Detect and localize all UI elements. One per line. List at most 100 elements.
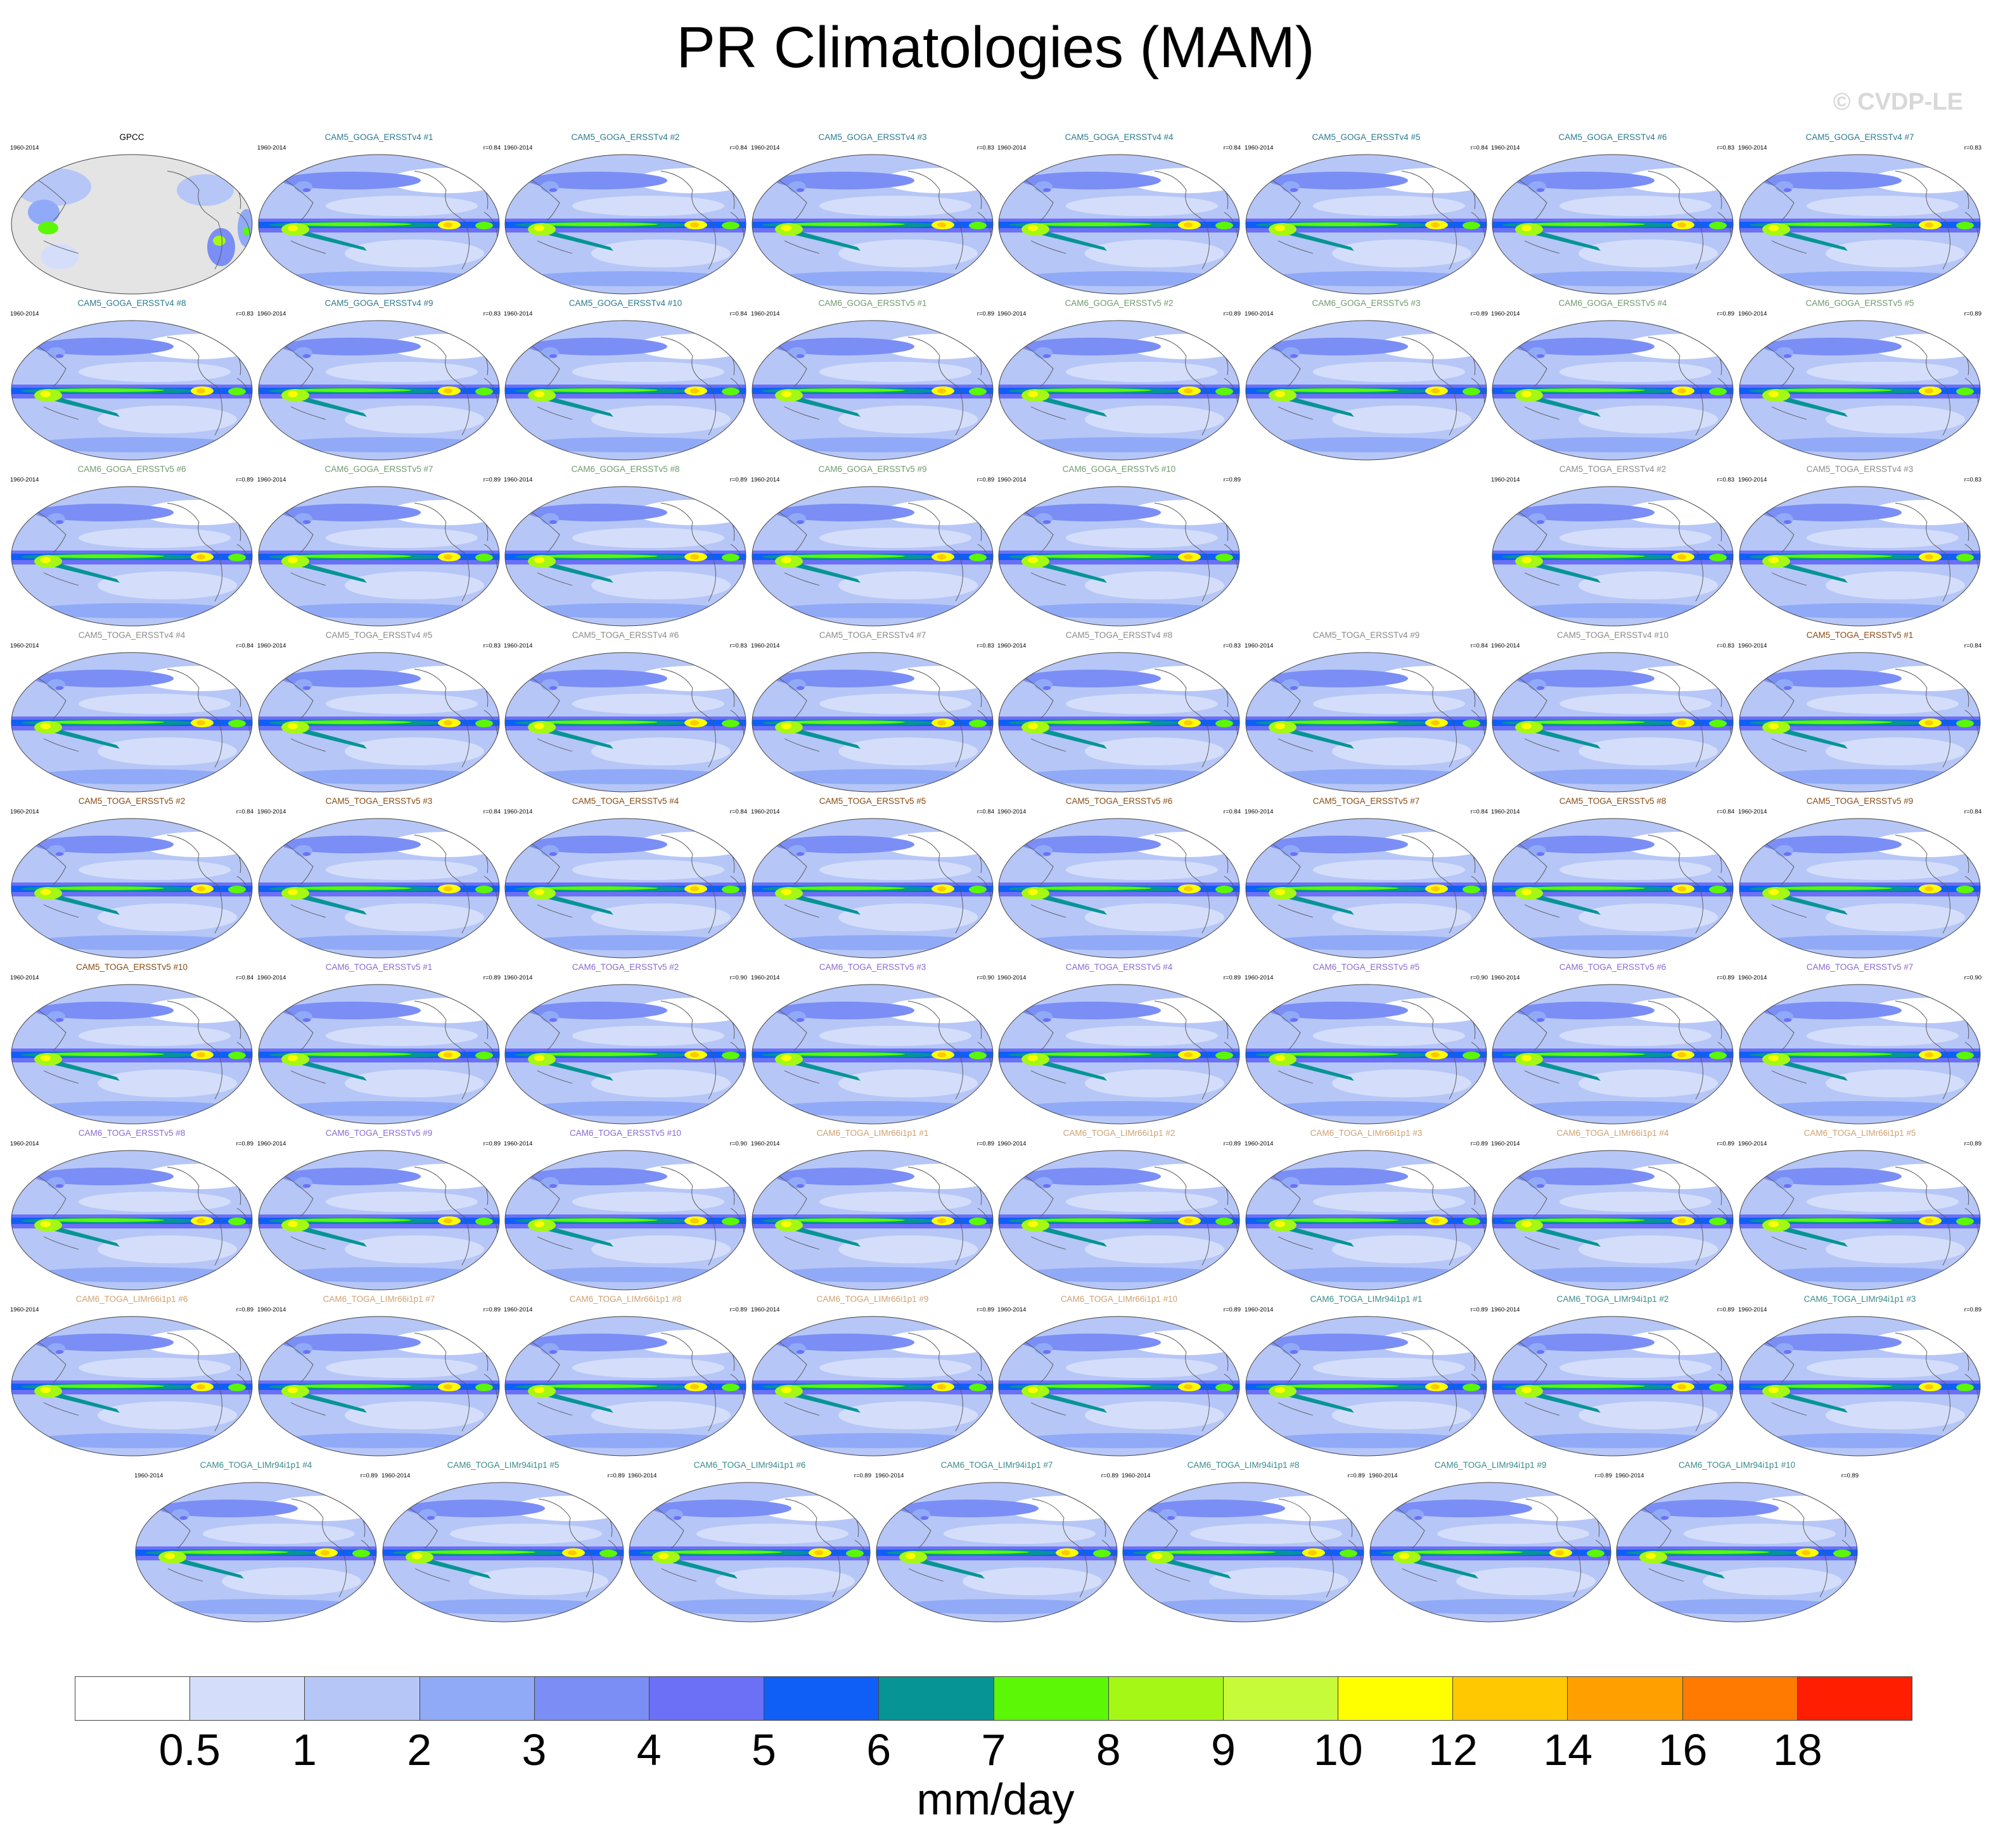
dry-zone-north — [79, 1026, 231, 1046]
eastasia-max — [1784, 686, 1791, 690]
itcz-max — [1772, 720, 1892, 724]
map-outline — [504, 1316, 746, 1456]
panel-ensemble-member: CAM5_GOGA_ERSSTv4 #2 1960-2014 r=0.84 — [503, 132, 748, 298]
panel-pattern-correlation: r=0.83 — [1964, 144, 1981, 151]
maritime-continent-peak — [534, 889, 544, 895]
dry-zone-north — [819, 694, 971, 714]
amazon-peak — [1924, 720, 1933, 725]
precip-field — [505, 985, 746, 1124]
itcz-max — [1772, 1218, 1892, 1222]
storm-track-north — [281, 504, 421, 521]
precip-field — [1370, 1482, 1611, 1622]
panel-title: CAM5_GOGA_ERSSTv4 #3 — [818, 132, 927, 142]
panel-years: 1960-2014 — [504, 642, 533, 649]
precip-field — [1739, 1316, 1980, 1456]
panel-years: 1960-2014 — [1491, 1306, 1520, 1313]
amazon-peak — [690, 1384, 699, 1389]
maritime-continent-peak — [534, 1221, 544, 1227]
maritime-continent-peak — [1028, 1221, 1038, 1227]
precip-map — [1492, 486, 1734, 627]
colorbar — [75, 1676, 1912, 1721]
precip-map — [1245, 818, 1487, 959]
maritime-continent-peak — [41, 1387, 51, 1393]
precip-map — [752, 154, 994, 295]
panel-ensemble-member: CAM6_GOGA_ERSSTv5 #3 1960-2014 r=0.89 — [1243, 298, 1489, 464]
precip-map — [258, 1316, 500, 1456]
precip-map — [11, 486, 253, 627]
dry-zone-south — [715, 1567, 855, 1595]
panel-ensemble-member: CAM6_TOGA_LIMr94i1p1 #8 1960-2014 r=0.89 — [1120, 1460, 1366, 1626]
maritime-continent-peak — [1028, 225, 1038, 231]
maritime-continent-peak — [41, 391, 51, 397]
spcz-band — [294, 726, 367, 749]
spcz-band — [1528, 1224, 1601, 1247]
precip-map — [1616, 1482, 1858, 1622]
atlantic-itcz-max — [1463, 720, 1480, 727]
panel-pattern-correlation: r=0.89 — [607, 1472, 625, 1479]
dry-zone-north — [326, 196, 478, 216]
itcz-max — [1031, 1218, 1151, 1222]
panel-ensemble-member: CAM6_GOGA_ERSSTv5 #4 1960-2014 r=0.89 — [1490, 298, 1736, 464]
precip-map — [1492, 320, 1734, 461]
panel-pattern-correlation: r=0.89 — [1223, 1140, 1241, 1147]
amazon-peak — [1431, 1218, 1440, 1223]
storm-track-south — [1262, 769, 1478, 784]
eastasia-max — [549, 520, 557, 524]
itcz-max — [784, 1218, 905, 1222]
amazon-peak — [321, 1550, 330, 1555]
dry-zone-north — [1559, 694, 1712, 714]
atlantic-itcz-max — [1709, 886, 1727, 893]
precip-field — [136, 1482, 376, 1622]
atlantic-itcz-max — [475, 554, 493, 561]
itcz-max — [1402, 1550, 1523, 1554]
dry-zone-south — [222, 1567, 361, 1595]
maritime-continent-peak — [288, 1387, 298, 1393]
panel-pattern-correlation: r=0.89 — [1964, 310, 1981, 317]
panel-title: CAM6_TOGA_LIMr94i1p1 #9 — [1434, 1460, 1547, 1470]
map-outline — [504, 984, 746, 1125]
map-outline — [998, 652, 1240, 793]
panel-pattern-correlation: r=0.84 — [976, 808, 994, 815]
dry-zone-north — [1066, 1358, 1218, 1378]
map-outline — [504, 818, 746, 959]
amazon-peak — [690, 1052, 699, 1057]
maritime-continent-peak — [1152, 1553, 1162, 1559]
spcz-band — [47, 892, 120, 915]
panel-ensemble-member: CAM5_TOGA_ERSSTv5 #1 1960-2014 r=0.84 — [1737, 630, 1983, 796]
precip-map — [1245, 1316, 1487, 1456]
eastasia-max — [1043, 354, 1051, 358]
panel-ensemble-member: CAM6_TOGA_LIMr66i1p1 #6 1960-2014 r=0.89 — [9, 1294, 255, 1460]
panel-title: CAM6_TOGA_ERSSTv5 #1 — [325, 962, 433, 972]
storm-track-south — [769, 271, 984, 286]
maritime-continent-peak — [781, 225, 791, 231]
precip-map — [504, 818, 746, 959]
dry-zone-south — [1578, 1235, 1718, 1263]
storm-track-south — [522, 1101, 737, 1116]
panel-years: 1960-2014 — [751, 1140, 780, 1147]
precip-map — [1739, 818, 1981, 959]
panel-years: 1960-2014 — [1245, 642, 1274, 649]
eastasia-max — [56, 354, 63, 358]
amazon-peak — [1431, 886, 1440, 891]
panel-ensemble-member: CAM5_GOGA_ERSSTv4 #3 1960-2014 r=0.83 — [750, 132, 996, 298]
land-seasia-precip — [28, 200, 60, 225]
eastasia-max — [1290, 852, 1298, 856]
precip-map — [1492, 1316, 1734, 1456]
spcz-band — [788, 1390, 861, 1413]
spcz-band — [1775, 228, 1848, 251]
panel-years: 1960-2014 — [1738, 974, 1767, 981]
itcz-max — [1525, 720, 1645, 724]
maritime-continent-peak — [1275, 225, 1285, 231]
map-outline — [752, 652, 994, 793]
eastasia-max — [549, 686, 557, 690]
dry-zone-north — [944, 1524, 1096, 1544]
storm-track-north — [34, 836, 174, 853]
panel-pattern-correlation: r=0.84 — [1223, 144, 1241, 151]
storm-track-south — [1386, 1599, 1602, 1614]
dry-zone-south — [345, 1235, 484, 1263]
dry-zone-south — [838, 903, 978, 931]
eastasia-max — [1537, 1018, 1544, 1022]
itcz-max — [1772, 388, 1892, 392]
storm-track-north — [528, 1168, 667, 1185]
panel-title: CAM5_TOGA_ERSSTv5 #2 — [78, 796, 186, 806]
